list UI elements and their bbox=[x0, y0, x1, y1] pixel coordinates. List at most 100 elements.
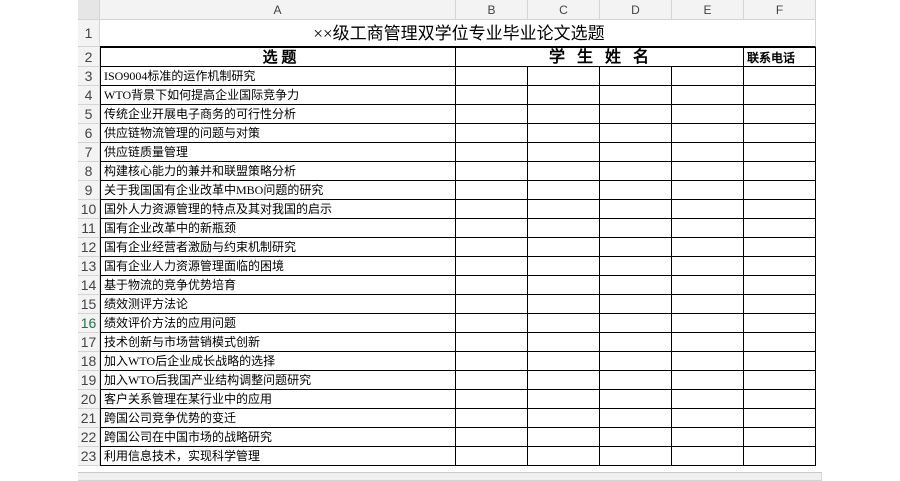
topic-cell: 国有企业改革中的新瓶颈 bbox=[100, 219, 456, 238]
row-header: 14 bbox=[78, 276, 100, 295]
row-header: 16 bbox=[78, 314, 100, 333]
empty-cell bbox=[744, 314, 816, 333]
topic-cell: 绩效评价方法的应用问题 bbox=[100, 314, 456, 333]
empty-cell bbox=[528, 162, 600, 181]
empty-cell bbox=[456, 200, 528, 219]
empty-cell bbox=[744, 219, 816, 238]
empty-cell bbox=[600, 409, 672, 428]
empty-cell bbox=[744, 371, 816, 390]
empty-cell bbox=[744, 352, 816, 371]
row-header: 11 bbox=[78, 219, 100, 238]
row-header: 2 bbox=[78, 47, 100, 67]
topic-cell: 加入WTO后企业成长战略的选择 bbox=[100, 352, 456, 371]
empty-cell bbox=[456, 143, 528, 162]
empty-cell bbox=[744, 390, 816, 409]
empty-cell bbox=[600, 257, 672, 276]
topic-cell: 客户关系管理在某行业中的应用 bbox=[100, 390, 456, 409]
topic-cell: 跨国公司在中国市场的战略研究 bbox=[100, 428, 456, 447]
topic-header: 选 题 bbox=[100, 47, 456, 67]
topic-cell: 供应链质量管理 bbox=[100, 143, 456, 162]
topic-cell: 技术创新与市场营销模式创新 bbox=[100, 333, 456, 352]
row-header: 18 bbox=[78, 352, 100, 371]
column-header: A bbox=[100, 0, 456, 20]
row-header: 3 bbox=[78, 67, 100, 86]
row-header: 4 bbox=[78, 86, 100, 105]
topic-cell: 加入WTO后我国产业结构调整问题研究 bbox=[100, 371, 456, 390]
row-header: 9 bbox=[78, 181, 100, 200]
empty-cell bbox=[600, 219, 672, 238]
empty-cell bbox=[456, 105, 528, 124]
empty-cell bbox=[528, 428, 600, 447]
empty-cell bbox=[456, 447, 528, 466]
empty-cell bbox=[600, 371, 672, 390]
row-header: 7 bbox=[78, 143, 100, 162]
row-header: 17 bbox=[78, 333, 100, 352]
phone-header: 联系电话 bbox=[744, 47, 816, 67]
topic-cell: ISO9004标准的运作机制研究 bbox=[100, 67, 456, 86]
empty-cell bbox=[672, 105, 744, 124]
empty-cell bbox=[600, 333, 672, 352]
column-header: E bbox=[672, 0, 744, 20]
empty-cell bbox=[456, 352, 528, 371]
empty-cell bbox=[456, 162, 528, 181]
empty-cell bbox=[528, 276, 600, 295]
topic-cell: 国有企业经营者激励与约束机制研究 bbox=[100, 238, 456, 257]
topic-cell: WTO背景下如何提高企业国际竞争力 bbox=[100, 86, 456, 105]
empty-cell bbox=[600, 124, 672, 143]
empty-cell bbox=[456, 390, 528, 409]
row-header: 8 bbox=[78, 162, 100, 181]
empty-cell bbox=[744, 86, 816, 105]
empty-cell bbox=[744, 238, 816, 257]
empty-cell bbox=[672, 447, 744, 466]
empty-cell bbox=[528, 257, 600, 276]
empty-cell bbox=[672, 333, 744, 352]
empty-cell bbox=[744, 67, 816, 86]
topic-cell: 利用信息技术，实现科学管理 bbox=[100, 447, 456, 466]
column-header: D bbox=[600, 0, 672, 20]
topic-cell: 跨国公司竞争优势的变迁 bbox=[100, 409, 456, 428]
column-header: B bbox=[456, 0, 528, 20]
empty-cell bbox=[456, 409, 528, 428]
empty-cell bbox=[456, 181, 528, 200]
row-header: 1 bbox=[78, 20, 100, 47]
empty-cell bbox=[456, 86, 528, 105]
empty-cell bbox=[672, 238, 744, 257]
row-header: 5 bbox=[78, 105, 100, 124]
row-header: 13 bbox=[78, 257, 100, 276]
empty-cell bbox=[600, 200, 672, 219]
empty-cell bbox=[600, 352, 672, 371]
empty-cell bbox=[744, 428, 816, 447]
empty-cell bbox=[672, 257, 744, 276]
empty-cell bbox=[672, 67, 744, 86]
empty-cell bbox=[456, 238, 528, 257]
empty-cell bbox=[600, 86, 672, 105]
students-header: 学 生 姓 名 bbox=[456, 47, 744, 67]
empty-cell bbox=[600, 162, 672, 181]
row-header: 23 bbox=[78, 447, 100, 466]
empty-cell bbox=[672, 276, 744, 295]
topic-cell: 传统企业开展电子商务的可行性分析 bbox=[100, 105, 456, 124]
empty-cell bbox=[744, 257, 816, 276]
empty-cell bbox=[744, 276, 816, 295]
empty-cell bbox=[528, 200, 600, 219]
empty-cell bbox=[528, 219, 600, 238]
column-header: F bbox=[744, 0, 816, 20]
empty-cell bbox=[744, 333, 816, 352]
empty-cell bbox=[600, 314, 672, 333]
empty-cell bbox=[456, 67, 528, 86]
empty-cell bbox=[744, 447, 816, 466]
empty-cell bbox=[672, 124, 744, 143]
topic-cell: 绩效测评方法论 bbox=[100, 295, 456, 314]
empty-cell bbox=[528, 238, 600, 257]
empty-cell bbox=[528, 371, 600, 390]
empty-cell bbox=[528, 409, 600, 428]
empty-cell bbox=[528, 124, 600, 143]
empty-cell bbox=[600, 390, 672, 409]
empty-cell bbox=[744, 181, 816, 200]
row-header: 15 bbox=[78, 295, 100, 314]
empty-cell bbox=[600, 295, 672, 314]
empty-cell bbox=[528, 295, 600, 314]
empty-cell bbox=[672, 352, 744, 371]
corner bbox=[78, 0, 100, 20]
